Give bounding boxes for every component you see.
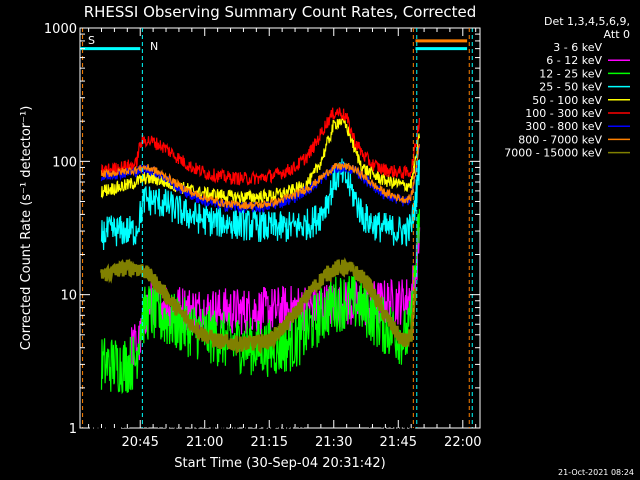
legend-label: 3 - 6 keV (553, 41, 602, 54)
legend-label: 25 - 50 keV (539, 81, 602, 94)
legend-header-line-2: Att 0 (604, 28, 630, 41)
x-axis: 20:45 21:00 21:15 21:30 21:45 22:00 (88, 28, 482, 450)
legend-label: 800 - 7000 keV (518, 133, 602, 146)
x-tick-label: 21:30 (315, 435, 352, 450)
chart-title: RHESSI Observing Summary Count Rates, Co… (84, 3, 477, 21)
y-tick-label: 100 (52, 155, 77, 170)
y-tick-label: 1 (69, 422, 77, 437)
y-axis: 1 10 100 1000 (44, 22, 480, 437)
series-line-9 (100, 257, 417, 355)
legend-label: 300 - 800 keV (525, 120, 602, 133)
x-tick-label: 21:00 (186, 435, 223, 450)
legend-label: 6 - 12 keV (546, 54, 602, 67)
x-tick-label: 20:45 (121, 435, 158, 450)
annotation-s: S (88, 34, 95, 47)
x-axis-label: Start Time (30-Sep-04 20:31:42) (174, 456, 385, 471)
legend-label: 100 - 300 keV (525, 107, 602, 120)
footer-timestamp: 21-Oct-2021 08:24 (558, 468, 634, 477)
marker-layer (82, 28, 473, 428)
y-axis-label: Corrected Count Rate (s⁻¹ detector⁻¹) (19, 106, 34, 351)
legend-label: 50 - 100 keV (532, 94, 602, 107)
x-tick-label: 21:15 (251, 435, 288, 450)
legend-label: 12 - 25 keV (539, 67, 602, 80)
y-tick-label: 10 (60, 289, 77, 304)
legend-label: 7000 - 15000 keV (504, 147, 602, 160)
x-tick-label: 22:00 (444, 435, 481, 450)
y-tick-label: 1000 (44, 22, 77, 37)
series-layer (80, 39, 468, 429)
annotation-n: N (150, 40, 158, 53)
series-line-6 (100, 107, 420, 186)
series-line-5 (100, 115, 420, 204)
x-tick-label: 21:45 (380, 435, 417, 450)
series-line-8 (100, 144, 420, 211)
legend-header-line-1: Det 1,3,4,5,6,9, (544, 15, 630, 28)
series-line-4 (100, 158, 420, 251)
